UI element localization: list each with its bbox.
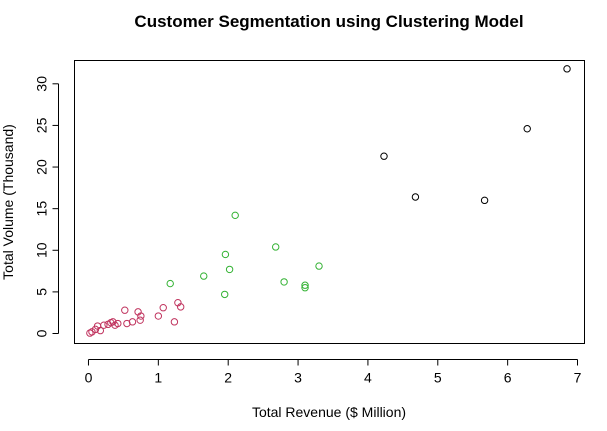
data-point-cluster-2: [280, 278, 288, 286]
x-tick-label: 2: [224, 370, 232, 386]
x-tick-label: 7: [574, 370, 582, 386]
data-point-cluster-1: [96, 326, 105, 335]
data-point-cluster-1: [170, 318, 179, 326]
data-point-cluster-1: [136, 316, 144, 324]
x-tick-label: 1: [154, 370, 162, 386]
y-axis: 0 5 10 15 20 25 30: [34, 76, 59, 337]
data-point-cluster-2: [225, 265, 234, 274]
x-tick-label: 4: [364, 370, 372, 386]
data-point-cluster-3: [563, 65, 571, 73]
data-point-cluster-2: [200, 272, 208, 280]
data-point-cluster-2: [301, 281, 309, 289]
data-point-cluster-1: [100, 321, 108, 329]
x-tick-label: 3: [294, 370, 302, 386]
data-point-cluster-1: [176, 303, 185, 311]
y-tick-label: 30: [34, 76, 50, 92]
data-point-cluster-2: [231, 211, 239, 220]
data-point-cluster-3: [523, 125, 531, 133]
data-point-cluster-1: [114, 319, 122, 328]
x-tick-label: 0: [85, 370, 93, 386]
plot-frame: [74, 60, 585, 344]
data-point-cluster-3: [380, 152, 388, 160]
data-point-cluster-3: [411, 193, 420, 201]
x-axis: 0 1 2 3 4 5 6 7: [85, 359, 582, 386]
x-axis-label: Total Revenue ($ Million): [252, 404, 406, 420]
data-point-cluster-2: [272, 243, 280, 251]
x-tick-label: 5: [434, 370, 442, 386]
chart-title: Customer Segmentation using Clustering M…: [134, 12, 523, 31]
data-points: [86, 65, 571, 337]
data-point-cluster-2: [301, 284, 309, 292]
data-point-cluster-2: [221, 250, 230, 259]
y-tick-label: 5: [34, 288, 50, 296]
y-tick-label: 10: [34, 242, 50, 258]
data-point-cluster-1: [137, 312, 145, 320]
data-point-cluster-2: [166, 279, 174, 288]
y-tick-label: 20: [34, 159, 50, 175]
y-axis-label: Total Volume (Thousand): [0, 124, 16, 280]
data-point-cluster-1: [121, 306, 129, 314]
data-point-cluster-1: [159, 304, 167, 312]
x-tick-label: 6: [504, 370, 512, 386]
data-point-cluster-2: [315, 262, 323, 270]
data-point-cluster-1: [128, 318, 137, 326]
y-tick-label: 25: [34, 117, 50, 133]
data-point-cluster-3: [480, 196, 489, 205]
y-tick-label: 0: [34, 329, 50, 337]
data-point-cluster-2: [221, 290, 229, 299]
y-tick-label: 15: [34, 201, 50, 217]
data-point-cluster-1: [154, 312, 163, 320]
